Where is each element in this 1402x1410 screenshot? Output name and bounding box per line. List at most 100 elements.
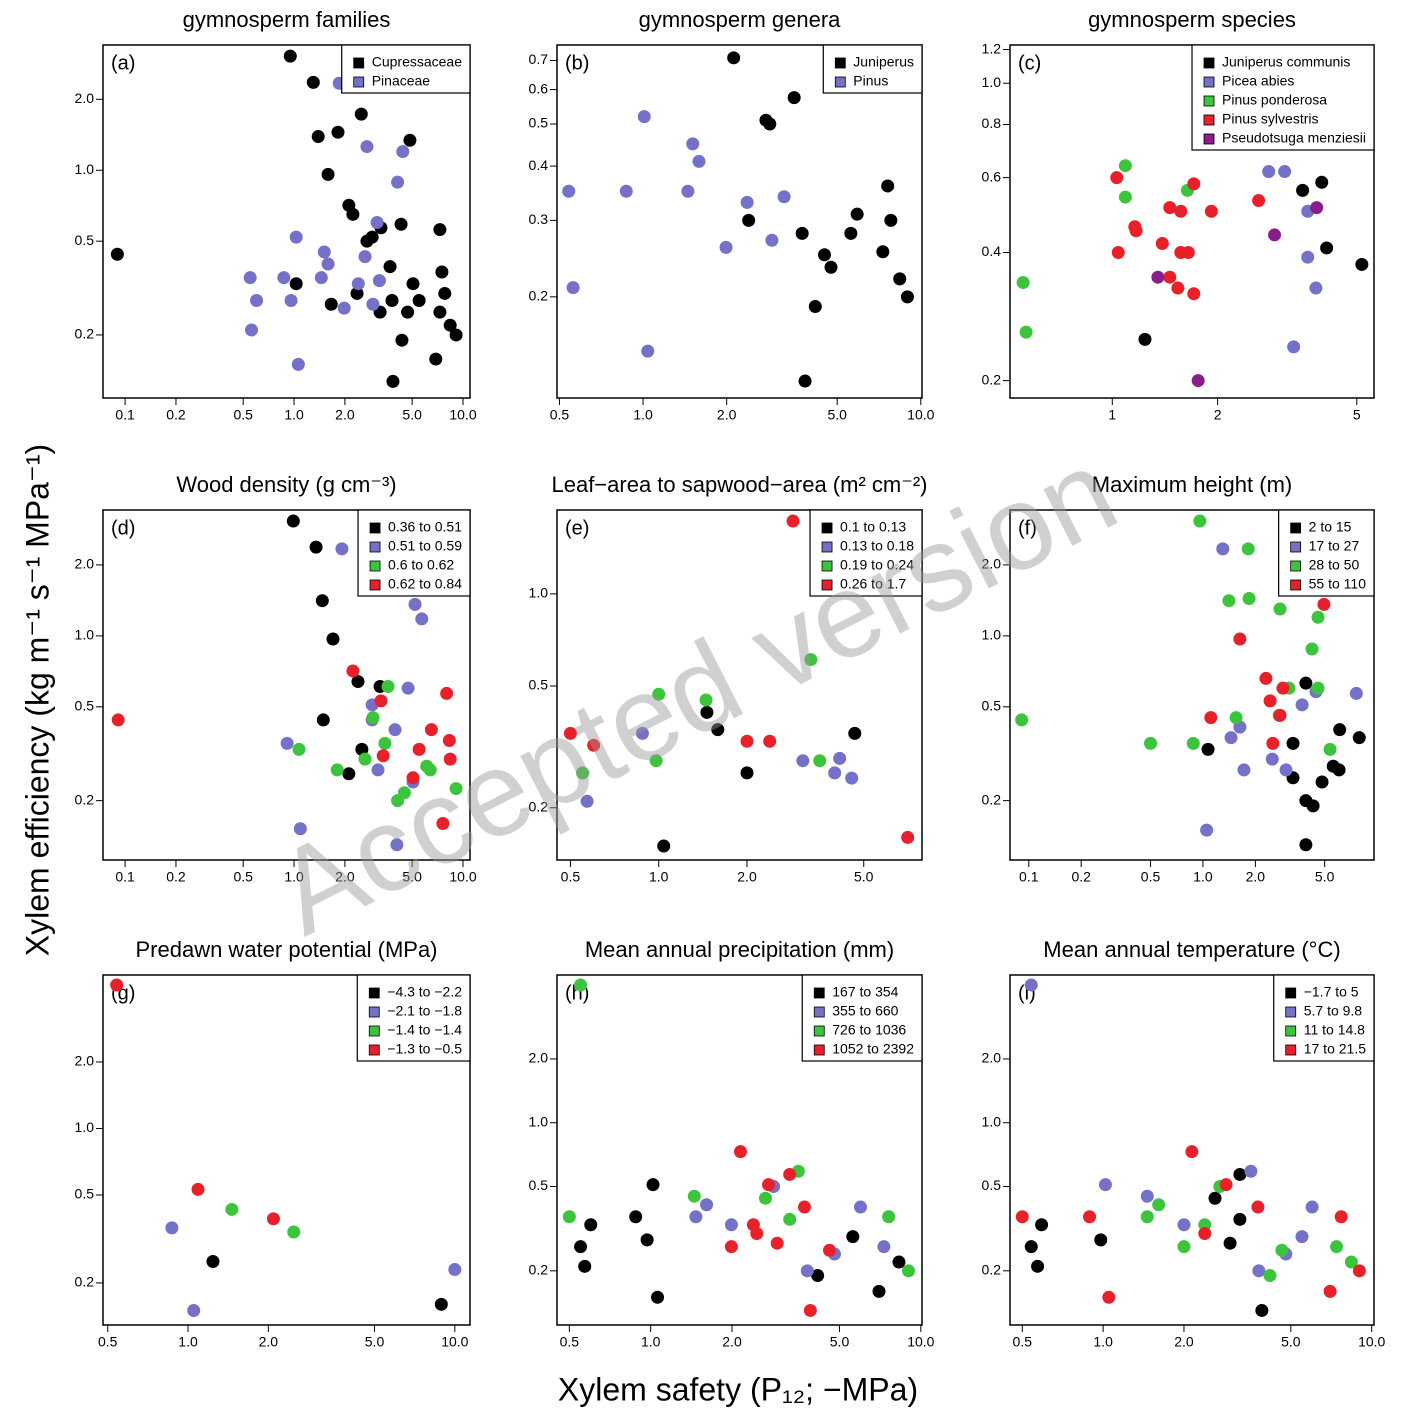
- data-point: [289, 230, 303, 244]
- data-point: [1110, 171, 1124, 185]
- y-tick-label: 1.2: [982, 40, 1002, 56]
- data-point: [412, 742, 426, 756]
- data-point: [884, 213, 898, 227]
- data-point: [1185, 1145, 1199, 1159]
- data-point: [1229, 711, 1243, 725]
- data-point: [640, 1233, 654, 1247]
- legend-label: Pinaceae: [372, 73, 431, 89]
- data-point: [1191, 374, 1205, 388]
- legend-label: 2 to 15: [1309, 519, 1352, 535]
- legend-swatch: [821, 522, 833, 534]
- x-tick-label: 5: [1353, 407, 1361, 423]
- legend-swatch: [1285, 1025, 1297, 1037]
- data-point: [360, 234, 374, 248]
- legend-swatch: [834, 57, 846, 69]
- data-point: [360, 140, 374, 154]
- data-point: [1252, 1264, 1266, 1278]
- x-tick-label: 1.0: [649, 869, 669, 885]
- data-point: [574, 978, 588, 992]
- data-point: [385, 294, 399, 308]
- data-point: [415, 612, 429, 626]
- data-point: [846, 1230, 860, 1244]
- x-tick-label: 1.0: [1193, 869, 1213, 885]
- y-tick-label: 0.4: [529, 157, 549, 173]
- data-point: [165, 1221, 179, 1235]
- data-point: [291, 357, 305, 371]
- x-tick-label: 5.0: [827, 407, 847, 423]
- data-point: [1233, 1212, 1247, 1226]
- data-point: [342, 767, 356, 781]
- x-tick-label: 0.5: [560, 1334, 580, 1350]
- legend: 2 to 15 17 to 27 28 to 50 55 to 110: [1278, 509, 1375, 597]
- data-point: [845, 771, 859, 785]
- y-tick-label: 2.0: [982, 1050, 1002, 1066]
- data-point: [900, 290, 914, 304]
- data-point: [1352, 731, 1366, 745]
- legend-swatch: [1290, 522, 1302, 534]
- data-point: [574, 1240, 588, 1254]
- data-point: [681, 184, 695, 198]
- data-point: [740, 734, 754, 748]
- data-point: [406, 771, 420, 785]
- data-point: [1219, 1178, 1233, 1192]
- data-point: [783, 1212, 797, 1226]
- legend: Cupressaceae Pinaceae: [341, 44, 471, 94]
- data-point: [763, 734, 777, 748]
- data-point: [250, 294, 264, 308]
- data-point: [822, 1243, 836, 1257]
- data-point: [383, 260, 397, 274]
- data-point: [1305, 1200, 1319, 1214]
- data-point: [877, 1240, 891, 1254]
- x-tick-label: 5.0: [1315, 869, 1335, 885]
- data-point: [317, 245, 331, 259]
- data-point: [1349, 686, 1363, 700]
- data-point: [762, 1178, 776, 1192]
- data-point: [1352, 1264, 1366, 1278]
- y-tick-label: 0.5: [529, 1177, 549, 1193]
- data-point: [110, 978, 124, 992]
- data-point: [1320, 241, 1334, 255]
- data-point: [1237, 763, 1251, 777]
- x-tick-label: 0.5: [98, 1334, 118, 1350]
- data-point: [901, 830, 915, 844]
- data-point: [442, 733, 456, 747]
- plot-frame: [102, 509, 471, 861]
- y-tick-label: 1.0: [529, 585, 549, 601]
- data-point: [449, 782, 463, 796]
- legend-label: 17 to 21.5: [1304, 1041, 1366, 1057]
- legend-label: Juniperus: [853, 54, 914, 70]
- data-point: [436, 816, 450, 830]
- legend: 0.36 to 0.51 0.51 to 0.59 0.6 to 0.62 0.62 …: [357, 509, 471, 597]
- panel-label: (f): [1018, 517, 1037, 539]
- data-point: [724, 1218, 738, 1232]
- legend-label: Picea abies: [1222, 73, 1294, 89]
- legend-swatch: [813, 1025, 825, 1037]
- data-point: [1102, 1290, 1116, 1304]
- legend-label: −2.1 to −1.8: [387, 1003, 462, 1019]
- data-point: [394, 217, 408, 231]
- x-tick-label: 1.0: [284, 869, 304, 885]
- data-point: [635, 726, 649, 740]
- data-point: [777, 190, 791, 204]
- data-point: [448, 1263, 462, 1277]
- data-point: [1305, 642, 1319, 656]
- data-point: [649, 754, 663, 768]
- data-point: [1035, 1218, 1049, 1232]
- data-point: [280, 736, 294, 750]
- legend-label: Cupressaceae: [372, 54, 462, 70]
- data-point: [1024, 978, 1038, 992]
- data-point: [786, 514, 800, 528]
- data-point: [1198, 1227, 1212, 1241]
- data-point: [1295, 1230, 1309, 1244]
- data-point: [1204, 204, 1218, 218]
- y-tick-label: 0.4: [982, 243, 1002, 259]
- data-point: [811, 1269, 825, 1283]
- legend-swatch: [369, 560, 381, 572]
- data-point: [1311, 610, 1325, 624]
- data-point: [1201, 742, 1215, 756]
- data-point: [1310, 201, 1324, 215]
- data-point: [727, 51, 741, 65]
- x-tick-label: 5.0: [854, 869, 874, 885]
- x-tick-label: 5.0: [402, 869, 422, 885]
- data-point: [1251, 1200, 1265, 1214]
